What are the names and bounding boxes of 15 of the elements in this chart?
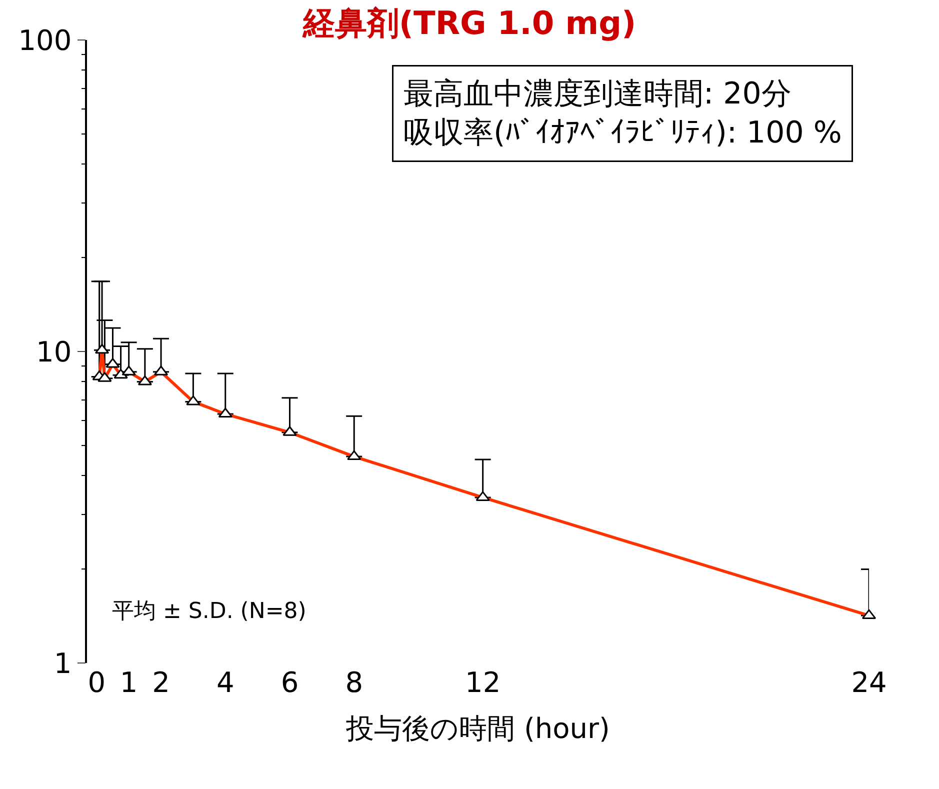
x-tick-label: 8 — [345, 666, 364, 699]
x-tick-label: 12 — [465, 666, 501, 699]
x-tick-label: 4 — [216, 666, 234, 699]
x-tick-label: 0 — [88, 666, 106, 699]
annotation: 最高血中濃度到達時間: 20分 — [404, 76, 792, 112]
x-tick-label: 2 — [152, 666, 170, 699]
x-tick-label: 6 — [280, 666, 299, 699]
y-tick-label: 100 — [18, 24, 72, 57]
x-tick-label: 24 — [851, 666, 887, 699]
annotation: 平均 ± S.D. (N=8) — [112, 599, 306, 624]
annotation: 吸収率(ﾊﾞｲｵｱﾍﾞｲﾗﾋﾞﾘﾃｨ): 100 % — [404, 116, 842, 150]
x-axis-title: 投与後の時間 (hour) — [345, 712, 610, 746]
x-tick-label: 1 — [120, 666, 138, 699]
chart-title: 経鼻剤(TRG 1.0 mg) — [302, 4, 636, 42]
y-tick-label: 10 — [36, 335, 72, 368]
